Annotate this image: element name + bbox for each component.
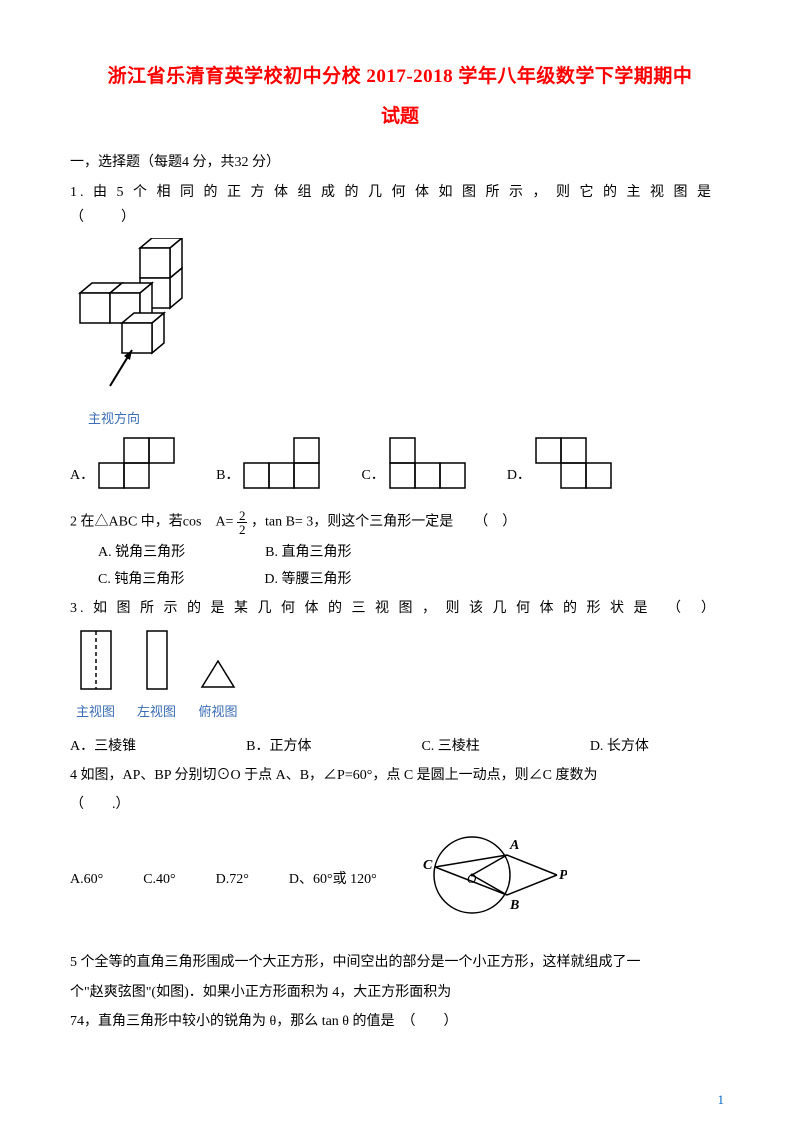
q4-opt-a: A.60°: [70, 867, 103, 892]
q3-three-views: 主视图 左视图 俯视图: [76, 629, 730, 724]
q2-opt-d: D. 等腰三角形: [264, 567, 351, 592]
question-5-line1: 5 个全等的直角三角形围成一个大正方形，中间空出的部分是一个小正方形，这样就组成…: [70, 950, 730, 975]
question-2: 2 在△ABC 中，若cos A= 22 ，tan B= 3，则这个三角形一定是…: [70, 509, 730, 536]
question-5-line2: 个"赵爽弦图"(如图)．如果小正方形面积为 4，大正方形面积为: [70, 980, 730, 1005]
svg-text:P: P: [559, 868, 567, 883]
opt-a-label: A．: [70, 463, 94, 488]
q2-options-row1: A. 锐角三角形 B. 直角三角形: [70, 540, 730, 565]
title-line-2: 试题: [70, 100, 730, 134]
svg-text:C: C: [423, 858, 433, 873]
q1-3d-figure: 主视方向: [70, 238, 730, 431]
question-5-line3: 74，直角三角形中较小的锐角为 θ，那么 tan θ 的值是 （ ）: [70, 1009, 730, 1034]
svg-text:B: B: [509, 898, 519, 913]
q4-circle-figure: A B C P O: [407, 825, 567, 934]
q2-opt-b: B. 直角三角形: [265, 540, 351, 565]
q1-option-d-figure: [535, 437, 613, 489]
q3-opt-a: A．三棱锥: [70, 734, 136, 759]
q2-opt-a: A. 锐角三角形: [98, 540, 185, 565]
question-1: 1. 由 5 个 相 同 的 正 方 体 组 成 的 几 何 体 如 图 所 示…: [70, 180, 730, 230]
q1-option-a-figure: [98, 437, 176, 489]
view-direction-label: 主视方向: [88, 407, 730, 430]
q3-options: A．三棱锥 B．正方体 C. 三棱柱 D. 长方体: [70, 734, 730, 759]
q2-options-row2: C. 钝角三角形 D. 等腰三角形: [70, 567, 730, 592]
svg-text:A: A: [509, 838, 519, 853]
opt-c-label: C．: [361, 463, 384, 488]
front-view-label: 主视图: [76, 700, 115, 723]
opt-d-label: D．: [507, 463, 531, 488]
q3-opt-b: B．正方体: [246, 734, 311, 759]
title-line-1: 浙江省乐清育英学校初中分校 2017-2018 学年八年级数学下学期期中: [70, 60, 730, 94]
q4-opt-c: C.40°: [143, 867, 175, 892]
question-3: 3. 如 图 所 示 的 是 某 几 何 体 的 三 视 图 ， 则 该 几 何…: [70, 596, 730, 621]
question-4-line1: 4 如图，AP、BP 分别切⊙O 于点 A、B，∠P=60°，点 C 是圆上一动…: [70, 763, 730, 788]
q4-opt-d1: D.72°: [216, 867, 249, 892]
q4-opt-d2: D、60°或 120°: [289, 867, 377, 892]
q1-option-c-figure: [389, 437, 467, 489]
left-view-label: 左视图: [137, 700, 176, 723]
q2-opt-c: C. 钝角三角形: [98, 567, 184, 592]
q3-opt-d: D. 长方体: [590, 734, 649, 759]
q1-option-b-figure: [243, 437, 321, 489]
q3-opt-c: C. 三棱柱: [421, 734, 479, 759]
top-view-label: 俯视图: [198, 700, 238, 723]
q1-options: A． B． C．: [70, 437, 730, 489]
page-number: 1: [718, 1088, 725, 1111]
question-4-line2: （ .）: [70, 792, 730, 817]
opt-b-label: B．: [216, 463, 239, 488]
section-1-heading: 一，选择题（每题4 分，共32 分）: [70, 150, 730, 175]
svg-text:O: O: [467, 871, 477, 886]
